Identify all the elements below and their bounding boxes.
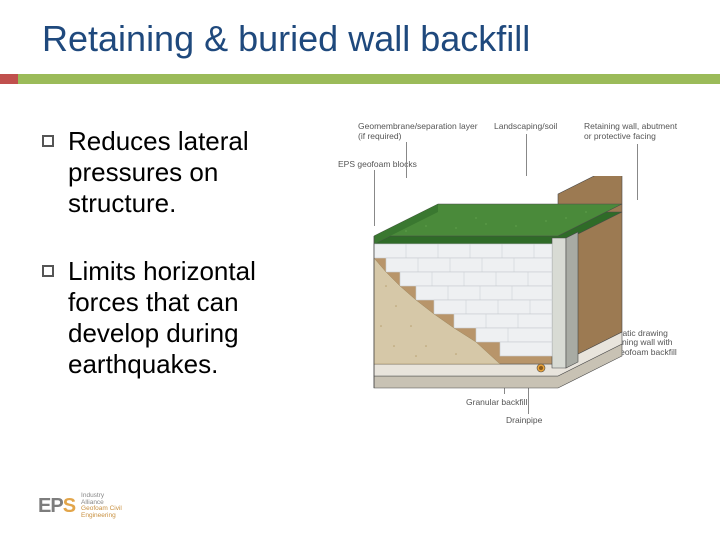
bullet-text: Reduces lateral pressures on structure. [68,126,322,220]
accent-bar [0,74,720,84]
bullet-text: Limits horizontal forces that can develo… [68,256,322,381]
leader-line [526,134,527,176]
content-area: Reduces lateral pressures on structure. … [0,84,720,416]
retaining-wall-diagram: Geomembrane/separation layer (if require… [346,126,686,416]
logo-subtext: Industry Alliance Geofoam Civil Engineer… [81,493,122,520]
bullet-marker-icon [42,265,54,277]
label-drainpipe: Drainpipe [506,416,542,426]
bullet-marker-icon [42,135,54,147]
label-retaining-wall: Retaining wall, abutment or protective f… [584,122,694,142]
diagram-container: Geomembrane/separation layer (if require… [340,126,692,416]
list-item: Limits horizontal forces that can develo… [42,256,322,381]
leader-line [406,142,407,178]
page-title: Retaining & buried wall backfill [0,0,720,60]
label-landscaping: Landscaping/soil [494,122,557,132]
isometric-drawing [366,176,666,401]
eps-logo: EPS Industry Alliance Geofoam Civil Engi… [38,493,122,520]
bullet-list: Reduces lateral pressures on structure. … [42,126,322,416]
logo-text: EPS [38,495,75,518]
label-geomembrane: Geomembrane/separation layer (if require… [358,122,478,142]
list-item: Reduces lateral pressures on structure. [42,126,322,220]
